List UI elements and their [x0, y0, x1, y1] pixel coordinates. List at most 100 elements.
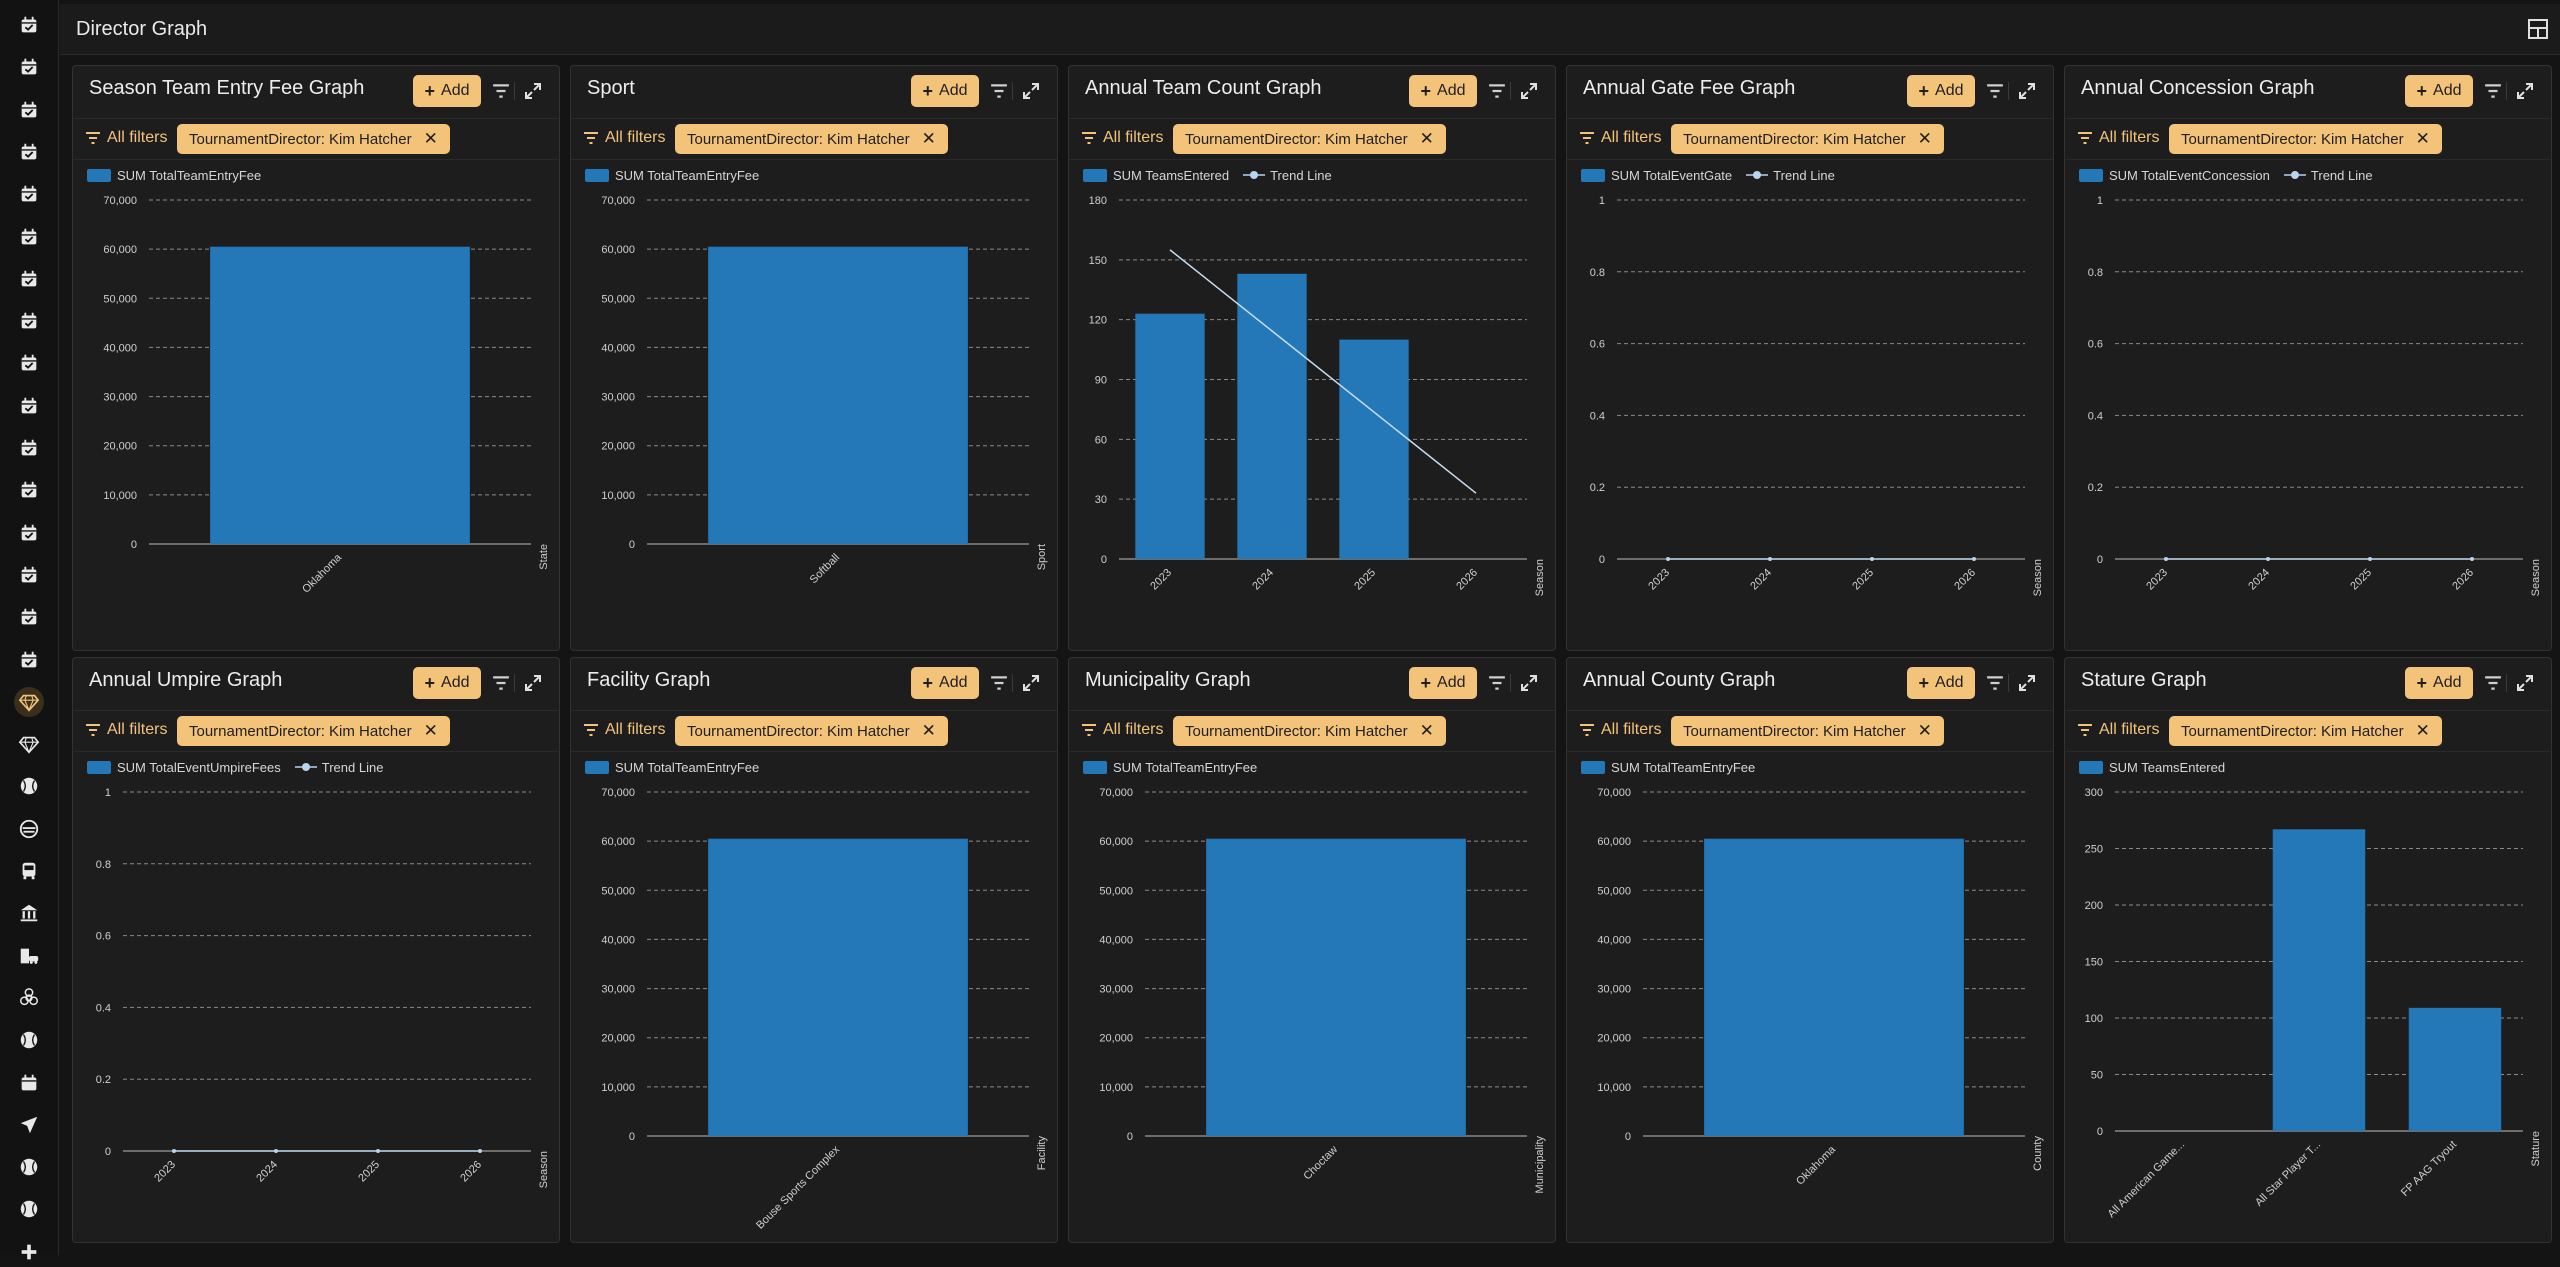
bar-bouse-sports-complex[interactable]	[708, 838, 968, 1136]
add-button[interactable]: + Add	[1907, 667, 1975, 699]
add-button[interactable]: + Add	[2405, 667, 2473, 699]
expand-icon[interactable]	[2017, 81, 2037, 101]
sidebar-item-baseball-25[interactable]	[14, 1025, 44, 1055]
filter-chip[interactable]: TournamentDirector: Kim Hatcher ✕	[177, 716, 450, 746]
expand-icon[interactable]	[2515, 673, 2535, 693]
all-filters-button[interactable]: All filters	[1081, 721, 1163, 739]
filter-chip[interactable]: TournamentDirector: Kim Hatcher ✕	[1671, 716, 1944, 746]
add-button[interactable]: + Add	[1409, 75, 1477, 107]
bar-softball[interactable]	[708, 246, 968, 544]
sidebar-item-calendar-check-12[interactable]	[14, 475, 44, 505]
all-filters-button[interactable]: All filters	[85, 129, 167, 147]
add-button[interactable]: + Add	[1409, 667, 1477, 699]
expand-icon[interactable]	[1021, 673, 1041, 693]
sidebar-item-calendar-26[interactable]	[14, 1068, 44, 1098]
add-button[interactable]: + Add	[911, 75, 979, 107]
sidebar-item-baseball-28[interactable]	[14, 1152, 44, 1182]
expand-icon[interactable]	[1519, 673, 1539, 693]
filter-icon[interactable]	[1986, 674, 2004, 692]
close-icon[interactable]: ✕	[1917, 721, 1932, 740]
sidebar-item-diamond-18[interactable]	[14, 729, 44, 759]
sidebar-item-diamond-17[interactable]	[14, 686, 44, 717]
all-filters-button[interactable]: All filters	[1081, 129, 1163, 147]
add-button[interactable]: + Add	[413, 75, 481, 107]
close-icon[interactable]: ✕	[1917, 129, 1932, 148]
close-icon[interactable]: ✕	[1419, 721, 1434, 740]
all-filters-button[interactable]: All filters	[2077, 721, 2159, 739]
all-filters-button[interactable]: All filters	[85, 721, 167, 739]
sidebar-item-calendar-check-11[interactable]	[14, 433, 44, 463]
expand-icon[interactable]	[1519, 81, 1539, 101]
expand-icon[interactable]	[1021, 81, 1041, 101]
bar-2025[interactable]	[1339, 339, 1409, 559]
sidebar-item-calendar-check-15[interactable]	[14, 602, 44, 632]
add-button[interactable]: + Add	[413, 667, 481, 699]
sidebar-item-bank-22[interactable]	[14, 898, 44, 928]
sidebar-item-calendar-check-1[interactable]	[14, 10, 44, 40]
bar-choctaw[interactable]	[1206, 838, 1466, 1136]
sidebar-item-calendar-check-2[interactable]	[14, 52, 44, 82]
all-filters-button[interactable]: All filters	[1579, 129, 1661, 147]
close-icon[interactable]: ✕	[2415, 721, 2430, 740]
filter-chip[interactable]: TournamentDirector: Kim Hatcher ✕	[675, 716, 948, 746]
sidebar-item-calendar-check-6[interactable]	[14, 222, 44, 252]
sidebar-item-send-27[interactable]	[14, 1110, 44, 1140]
filter-icon[interactable]	[1488, 82, 1506, 100]
filter-icon[interactable]	[1488, 674, 1506, 692]
expand-icon[interactable]	[2017, 673, 2037, 693]
sidebar-item-calendar-check-10[interactable]	[14, 391, 44, 421]
sidebar-item-bus-21[interactable]	[14, 856, 44, 886]
filter-icon[interactable]	[492, 82, 510, 100]
filter-icon[interactable]	[2484, 82, 2502, 100]
filter-chip[interactable]: TournamentDirector: Kim Hatcher ✕	[1173, 716, 1446, 746]
sidebar-item-calendar-check-8[interactable]	[14, 306, 44, 336]
add-button[interactable]: + Add	[1907, 75, 1975, 107]
filter-icon[interactable]	[990, 674, 1008, 692]
sidebar-item-building-car-23[interactable]	[14, 941, 44, 971]
expand-icon[interactable]	[523, 81, 543, 101]
sidebar-item-biohazard-24[interactable]	[14, 983, 44, 1013]
bar-oklahoma[interactable]	[1704, 838, 1964, 1136]
filter-chip[interactable]: TournamentDirector: Kim Hatcher ✕	[177, 124, 450, 154]
bar-2023[interactable]	[1135, 313, 1205, 559]
filter-chip[interactable]: TournamentDirector: Kim Hatcher ✕	[2169, 716, 2442, 746]
close-icon[interactable]: ✕	[2415, 129, 2430, 148]
layout-grid-icon[interactable]	[2526, 17, 2550, 41]
filter-icon[interactable]	[492, 674, 510, 692]
bar-all-star-player-t[interactable]	[2272, 829, 2366, 1131]
close-icon[interactable]: ✕	[423, 721, 438, 740]
close-icon[interactable]: ✕	[1419, 129, 1434, 148]
sidebar-item-calendar-check-5[interactable]	[14, 179, 44, 209]
add-button[interactable]: + Add	[2405, 75, 2473, 107]
add-button[interactable]: + Add	[911, 667, 979, 699]
sidebar-item-baseball-29[interactable]	[14, 1194, 44, 1224]
sidebar-item-calendar-check-14[interactable]	[14, 560, 44, 590]
expand-icon[interactable]	[2515, 81, 2535, 101]
all-filters-button[interactable]: All filters	[1579, 721, 1661, 739]
sidebar-item-calendar-check-16[interactable]	[14, 645, 44, 675]
filter-chip[interactable]: TournamentDirector: Kim Hatcher ✕	[1671, 124, 1944, 154]
all-filters-button[interactable]: All filters	[2077, 129, 2159, 147]
filter-icon[interactable]	[1986, 82, 2004, 100]
sidebar-item-baseball-19[interactable]	[14, 771, 44, 801]
close-icon[interactable]: ✕	[423, 129, 438, 148]
sidebar-item-calendar-check-3[interactable]	[14, 95, 44, 125]
close-icon[interactable]: ✕	[921, 129, 936, 148]
expand-icon[interactable]	[523, 673, 543, 693]
sidebar-item-calendar-check-7[interactable]	[14, 264, 44, 294]
all-filters-button[interactable]: All filters	[583, 129, 665, 147]
close-icon[interactable]: ✕	[921, 721, 936, 740]
sidebar-item-calendar-check-9[interactable]	[14, 348, 44, 378]
bar-oklahoma[interactable]	[210, 246, 470, 544]
all-filters-button[interactable]: All filters	[583, 721, 665, 739]
sidebar-item-calendar-check-13[interactable]	[14, 518, 44, 548]
bar-fp-aag-tryout[interactable]	[2408, 1007, 2502, 1131]
filter-icon[interactable]	[2484, 674, 2502, 692]
sidebar-item-plus-30[interactable]	[14, 1237, 44, 1267]
bar-2024[interactable]	[1237, 273, 1307, 559]
sidebar-item-mask-20[interactable]	[14, 814, 44, 844]
filter-icon[interactable]	[990, 82, 1008, 100]
sidebar-item-calendar-check-4[interactable]	[14, 137, 44, 167]
filter-chip[interactable]: TournamentDirector: Kim Hatcher ✕	[675, 124, 948, 154]
filter-chip[interactable]: TournamentDirector: Kim Hatcher ✕	[1173, 124, 1446, 154]
